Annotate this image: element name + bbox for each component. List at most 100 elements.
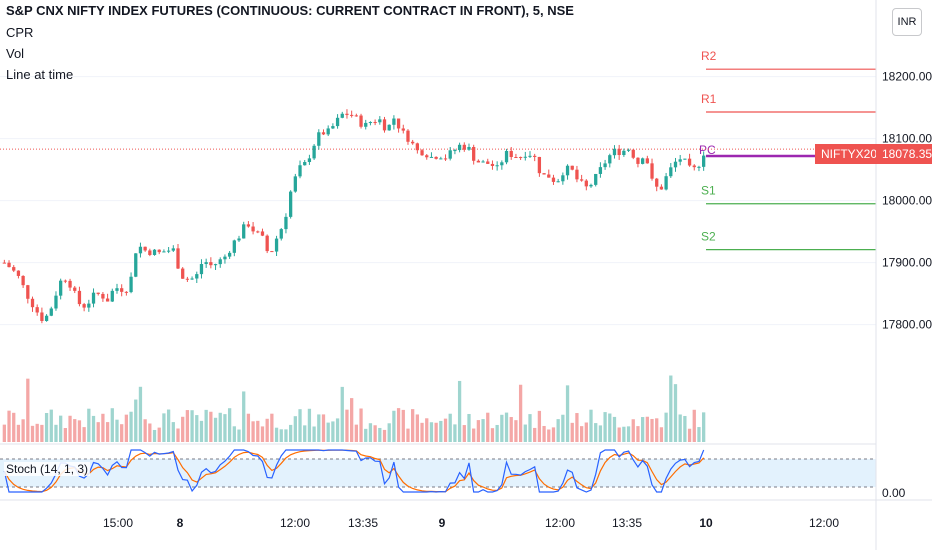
candle-body	[96, 292, 100, 294]
candle-body	[472, 147, 476, 161]
candle-body	[265, 235, 269, 252]
volume-bar	[476, 420, 481, 442]
volume-bar	[378, 427, 382, 442]
volume-bar	[77, 420, 82, 442]
x-tick-label: 12:00	[280, 516, 310, 530]
candle-body	[340, 113, 344, 118]
volume-bar	[30, 425, 35, 442]
candle-body	[152, 249, 157, 255]
candle-body	[467, 147, 471, 150]
candle-body	[30, 298, 35, 308]
pivot-label-s1: S1	[701, 184, 716, 198]
candle-body	[176, 248, 180, 269]
candle-body	[242, 224, 246, 239]
volume-bar	[655, 418, 659, 442]
volume-bar	[307, 408, 312, 442]
candle-body	[561, 175, 565, 182]
x-tick-label: 13:35	[612, 516, 642, 530]
volume-bar	[486, 412, 490, 442]
candle-body	[439, 158, 443, 160]
candle-body	[134, 253, 138, 277]
volume-bar	[425, 418, 429, 442]
volume-bar	[420, 422, 424, 442]
volume-bar	[603, 412, 607, 442]
volume-bar	[575, 413, 579, 442]
candle-body	[457, 144, 462, 151]
candle-body	[415, 143, 420, 151]
volume-bar	[171, 422, 175, 442]
volume-bar	[598, 425, 603, 442]
candle-body	[157, 249, 161, 253]
volume-bar	[622, 426, 626, 442]
candle-body	[298, 165, 302, 177]
candle-body	[63, 280, 68, 282]
volume-bar	[251, 421, 255, 442]
candle-body	[645, 158, 649, 164]
candle-body	[669, 167, 673, 177]
pivot-label-r2: R2	[701, 49, 717, 63]
volume-bar	[68, 415, 72, 442]
x-tick-label: 10	[699, 516, 713, 530]
volume-bar	[537, 410, 542, 442]
currency-button[interactable]: INR	[892, 8, 922, 36]
candle-body	[378, 119, 382, 123]
legend-item-line-at-time[interactable]: Line at time	[6, 67, 74, 82]
candle-body	[556, 181, 560, 183]
candle-body	[326, 128, 330, 135]
candle-body	[166, 250, 171, 252]
volume-bar	[237, 429, 241, 442]
candle-body	[537, 156, 542, 174]
candle-body	[673, 161, 678, 168]
candle-body	[26, 285, 30, 299]
candle-body	[514, 157, 518, 159]
candle-body	[528, 155, 532, 157]
candle-body	[640, 158, 645, 164]
candle-body	[603, 163, 607, 168]
legend-item-cpr[interactable]: CPR	[6, 25, 34, 40]
candle-body	[321, 132, 326, 135]
candle-body	[293, 176, 297, 192]
candle-body	[664, 176, 668, 190]
volume-bar	[678, 414, 682, 442]
y-tick-label: 17900.00	[882, 256, 932, 270]
volume-bar	[59, 415, 63, 442]
candle-body	[87, 303, 91, 308]
candle-body	[303, 162, 307, 166]
volume-bar	[209, 411, 213, 442]
volume-bar	[148, 423, 152, 442]
volume-bar	[692, 409, 696, 442]
candle-body	[448, 150, 452, 159]
volume-bar	[312, 426, 316, 442]
volume-bar	[528, 414, 532, 442]
legend-item-vol[interactable]: Vol	[6, 46, 25, 61]
candle-body	[307, 158, 312, 163]
candle-body	[659, 186, 664, 190]
candle-body	[251, 226, 255, 232]
candle-body	[364, 122, 368, 127]
candle-body	[49, 308, 53, 316]
volume-bar	[702, 412, 706, 442]
candle-body	[232, 240, 236, 253]
candle-body	[185, 278, 190, 280]
candle-body	[82, 304, 86, 308]
candle-body	[101, 293, 105, 299]
candle-body	[331, 126, 335, 129]
stoch-pane	[0, 449, 876, 493]
candle-body	[368, 122, 373, 124]
candle-body	[77, 290, 82, 305]
volume-bar	[204, 409, 208, 442]
candle-body	[195, 274, 199, 279]
candle-body	[317, 132, 321, 146]
volume-bar	[504, 412, 509, 442]
candle-body	[237, 238, 241, 241]
candle-body	[392, 118, 396, 125]
x-tick-label: 13:35	[348, 516, 378, 530]
volume-bar	[542, 425, 546, 442]
volume-bar	[359, 408, 363, 442]
volume-bar	[354, 424, 358, 442]
candle-body	[44, 315, 49, 321]
stoch-legend[interactable]: Stoch (14, 1, 3)	[4, 462, 91, 476]
candle-body	[274, 238, 279, 252]
volume-bar	[659, 427, 664, 442]
